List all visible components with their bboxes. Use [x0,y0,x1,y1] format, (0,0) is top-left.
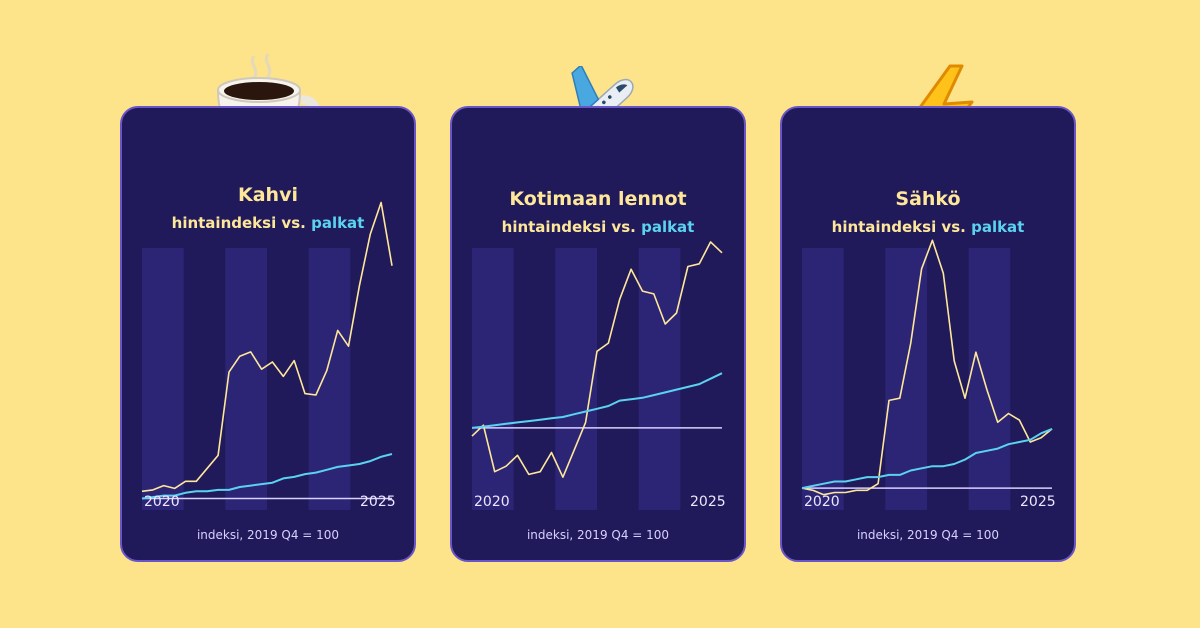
chart-subtitle: hintaindeksi vs. palkat [122,214,414,232]
subtitle-price: hintaindeksi vs. [501,218,636,236]
year-band [802,248,844,510]
subtitle-price: hintaindeksi vs. [831,218,966,236]
x-tick-start: 2020 [474,494,510,510]
subtitle-price: hintaindeksi vs. [171,214,306,232]
chart-plot [471,241,723,510]
chart-title: Sähkö [895,188,961,210]
subtitle-wage: palkat [641,218,695,236]
year-band [885,248,927,510]
x-tick-end: 2025 [690,494,726,510]
chart-card-flights: Kotimaan lennot hintaindeksi vs. palkat … [450,106,746,562]
year-band [142,248,184,510]
chart-plot [141,201,393,510]
chart-title: Kotimaan lennot [509,188,687,210]
chart-card-coffee: Kahvi hintaindeksi vs. palkat 2020 2025 … [120,106,416,562]
chart-card-electricity: Sähkö hintaindeksi vs. palkat 2020 2025 … [780,106,1076,562]
chart-footnote: indeksi, 2019 Q4 = 100 [856,528,1000,542]
year-band [472,248,514,510]
x-tick-start: 2020 [804,494,840,510]
wage-index-line [801,427,1053,490]
year-band [225,248,267,510]
chart-plot [801,239,1053,510]
subtitle-wage: palkat [971,218,1025,236]
chart-footnote: indeksi, 2019 Q4 = 100 [526,528,670,542]
chart-subtitle: hintaindeksi vs. palkat [452,218,744,236]
year-band [638,248,681,510]
year-band [968,248,1011,510]
price-index-line [141,201,393,493]
chart-footnote: indeksi, 2019 Q4 = 100 [196,528,340,542]
year-band [308,248,351,510]
year-band [555,248,597,510]
x-tick-end: 2025 [1020,494,1056,510]
x-tick-end: 2025 [360,494,396,510]
wage-index-line [141,453,393,500]
price-index-line [801,239,1053,496]
chart-subtitle: hintaindeksi vs. palkat [782,218,1074,236]
price-index-line [471,241,723,479]
subtitle-wage: palkat [311,214,365,232]
x-tick-start: 2020 [144,494,180,510]
chart-title: Kahvi [238,184,298,206]
wage-index-line [471,372,723,429]
